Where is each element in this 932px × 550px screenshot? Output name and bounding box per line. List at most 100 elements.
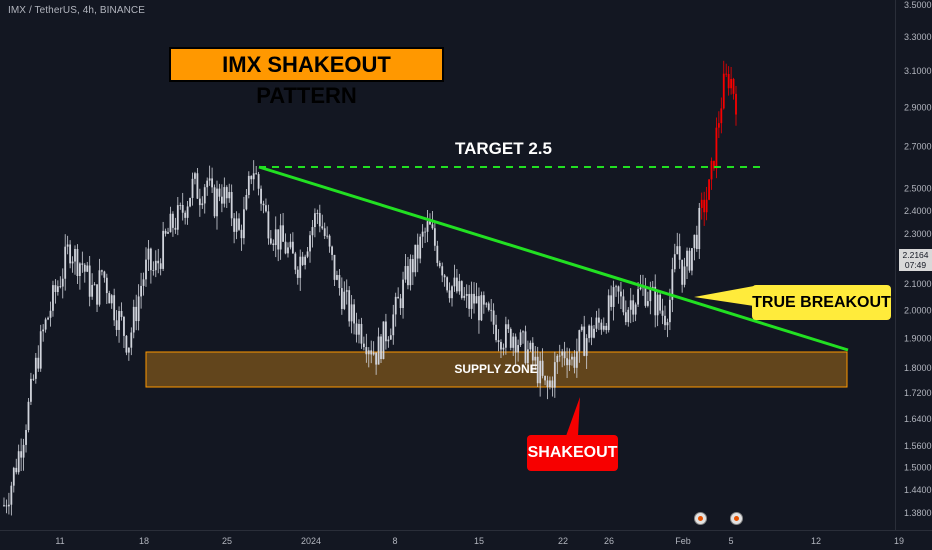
candle-body (118, 311, 120, 330)
candle-body (380, 336, 382, 360)
candle-body (362, 343, 365, 348)
candle-body (495, 324, 497, 341)
symbol-info: IMX / TetherUS, 4h, BINANCE (8, 5, 146, 16)
candle-body (519, 332, 522, 346)
supply-zone-rect[interactable] (145, 351, 848, 388)
candle-body (299, 256, 302, 278)
chart-title: IMX SHAKEOUT PATTERN (169, 47, 444, 108)
candle-body (487, 303, 490, 310)
candle-body (717, 123, 720, 128)
candle-body (213, 187, 216, 217)
candle-body (411, 259, 414, 273)
candle-body (678, 246, 681, 260)
time-axis-label: 8 (392, 536, 397, 546)
price-axis-label: 2.9000 (904, 103, 932, 113)
candle-body (568, 359, 571, 366)
candle-body (194, 173, 196, 179)
candle-body (527, 349, 529, 364)
current-price-value: 2.2164 (902, 250, 929, 260)
candle-body (463, 295, 466, 298)
candle-body (456, 277, 458, 292)
candle-body (291, 241, 294, 254)
candle-body (184, 212, 187, 218)
price-axis-label: 1.6400 (904, 414, 932, 424)
descending-trendline[interactable] (258, 165, 849, 352)
candle-body (42, 329, 45, 332)
time-axis-label: 5 (728, 536, 733, 546)
candle-body (59, 286, 62, 288)
candle-body (176, 205, 179, 230)
candle-body (637, 289, 639, 305)
candle-body (512, 336, 515, 348)
candle-body (98, 270, 101, 305)
candle-body (681, 259, 684, 285)
price-axis-label: 1.5600 (904, 441, 932, 451)
candle-body (571, 356, 573, 360)
candle-body (306, 251, 309, 257)
candle-body (225, 187, 228, 199)
bar-countdown: 07:49 (904, 260, 927, 270)
candle-body (157, 260, 160, 264)
candle-body (676, 246, 679, 255)
candle-body (321, 226, 324, 229)
event-icon[interactable] (694, 512, 707, 525)
candle-body (318, 213, 321, 227)
candle-body (504, 324, 507, 348)
candle-body (727, 73, 730, 89)
event-icon[interactable] (730, 512, 743, 525)
candle-body (558, 355, 561, 357)
candle-body (715, 127, 718, 169)
candle-body (482, 295, 485, 305)
candle-body (590, 325, 593, 338)
candle-body (340, 288, 343, 309)
candle-body (52, 285, 54, 311)
candle-body (311, 227, 314, 236)
candle-body (103, 271, 106, 278)
candle-body (54, 285, 57, 293)
candle-body (654, 286, 657, 316)
time-axis-label: 11 (55, 536, 64, 546)
candle-body (529, 342, 532, 350)
candle-body (443, 275, 446, 278)
candle-body (497, 340, 500, 343)
candle-body (5, 505, 8, 507)
candle-body (575, 351, 578, 368)
candle-body (419, 236, 422, 259)
candle-body (208, 178, 211, 181)
price-axis[interactable]: 3.5000 3.3000 3.1000 2.9000 2.7000 2.5000 2.40… (904, 0, 932, 518)
candle-body (127, 347, 130, 353)
time-axis-label: Feb (675, 536, 691, 546)
candle-body (644, 286, 647, 306)
candle-body (272, 243, 275, 246)
candle-body (262, 203, 265, 206)
candle-body (686, 250, 688, 267)
candle-body (201, 203, 204, 206)
candle-body (673, 254, 676, 270)
candle-body (416, 244, 419, 259)
candle-body (490, 309, 493, 311)
candlestick-series (3, 60, 737, 516)
candle-body (624, 312, 627, 323)
candle-body (664, 315, 666, 326)
candle-body (458, 281, 461, 292)
candle-body (666, 322, 669, 326)
candle-body (394, 296, 397, 315)
time-axis-label: 12 (811, 536, 821, 546)
supply-zone-label: SUPPLY ZONE (454, 362, 538, 376)
time-axis[interactable]: 11 18 25 2024 8 15 22 26 Feb 5 12 19 (55, 536, 904, 546)
candle-body (358, 323, 360, 335)
candle-body (331, 246, 333, 255)
time-axis-label: 2024 (301, 536, 321, 546)
price-axis-label: 2.0000 (904, 305, 932, 315)
candle-body (338, 275, 341, 289)
candle-body (451, 286, 453, 299)
candle-body (385, 321, 387, 342)
candle-body (392, 314, 395, 336)
candle-body (600, 322, 603, 330)
candle-body (93, 284, 96, 286)
candle-body (81, 263, 84, 265)
candle-body (32, 378, 35, 380)
candle-body (436, 245, 439, 263)
candle-body (593, 328, 595, 338)
